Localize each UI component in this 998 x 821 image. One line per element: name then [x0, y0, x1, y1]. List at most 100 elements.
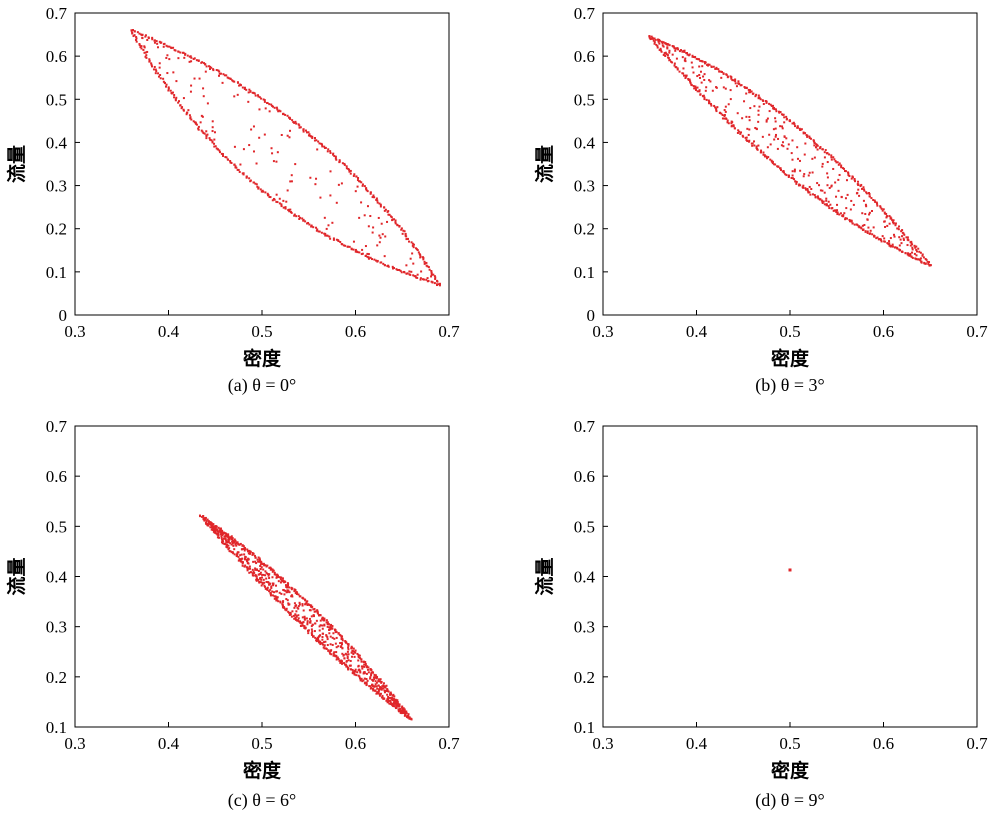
- upper-branch-point: [430, 272, 433, 275]
- scatter-point: [347, 659, 350, 662]
- lower-branch-point: [174, 99, 177, 102]
- lower-branch-point: [167, 89, 170, 92]
- lower-branch-point: [304, 220, 307, 223]
- scatter-point: [341, 652, 344, 655]
- lower-branch-point: [266, 588, 269, 591]
- scatter-point: [281, 601, 284, 604]
- scatter-point: [769, 143, 772, 146]
- upper-branch-point: [205, 520, 208, 523]
- lower-branch-point: [228, 550, 231, 553]
- upper-branch-point: [186, 54, 189, 57]
- upper-branch-point: [341, 162, 344, 165]
- lower-branch-point: [353, 673, 356, 676]
- scatter-point: [259, 568, 262, 571]
- lower-branch-point: [262, 190, 265, 193]
- scatter-point: [403, 712, 406, 715]
- scatter-point: [233, 95, 236, 98]
- scatter-point: [902, 238, 905, 241]
- scatter-point: [391, 697, 394, 700]
- scatter-point: [297, 614, 300, 617]
- upper-branch-point: [321, 145, 324, 148]
- scatter-point: [377, 680, 380, 683]
- scatter-point: [393, 698, 396, 701]
- scatter-point: [377, 216, 380, 219]
- upper-branch-point: [796, 126, 799, 129]
- upper-branch-point: [408, 240, 410, 243]
- upper-branch-point: [286, 114, 289, 117]
- upper-branch-point: [357, 177, 360, 180]
- scatter-point: [757, 97, 760, 100]
- scatter-point: [287, 602, 290, 605]
- scatter-point: [354, 670, 357, 673]
- lower-branch-point: [662, 53, 665, 56]
- lower-branch-point: [770, 160, 773, 163]
- scatter-point: [331, 643, 334, 646]
- scatter-point: [293, 602, 296, 605]
- scatter-point: [661, 44, 664, 47]
- lower-branch-point: [205, 135, 208, 138]
- lower-branch-point: [723, 117, 726, 120]
- lower-branch-point: [150, 62, 153, 65]
- lower-branch-point: [755, 145, 758, 148]
- lower-branch-point: [351, 672, 354, 675]
- upper-branch-point: [668, 44, 671, 47]
- scatter-point: [224, 542, 227, 545]
- lower-branch-point: [763, 154, 766, 157]
- upper-branch-point: [273, 106, 276, 109]
- scatter-point: [705, 86, 708, 89]
- scatter-point: [241, 557, 244, 560]
- lower-branch-point: [155, 70, 158, 73]
- scatter-point: [339, 642, 342, 645]
- upper-branch-point: [903, 233, 906, 236]
- lower-branch-point: [403, 270, 405, 273]
- chart-panel-b: 0.3 0.4 0.5 0.6 0.700.10.20.30.40.50.60.7密度流…: [533, 4, 988, 396]
- scatter-point: [188, 60, 191, 63]
- lower-branch-point: [806, 189, 809, 192]
- scatter-point: [352, 652, 355, 655]
- lower-branch-point: [886, 242, 889, 245]
- lower-branch-point: [383, 697, 386, 700]
- upper-branch-point: [438, 284, 441, 287]
- scatter-point: [361, 667, 364, 670]
- y-tick-label: 0.1: [574, 263, 595, 282]
- scatter-point: [280, 133, 283, 136]
- scatter-point: [255, 562, 258, 565]
- scatter-point: [366, 205, 369, 208]
- scatter-point: [807, 174, 810, 177]
- lower-branch-point: [210, 528, 213, 531]
- lower-branch-point: [708, 102, 711, 105]
- lower-branch-point: [225, 156, 228, 159]
- lower-branch-point: [252, 574, 255, 577]
- lower-branch-point: [214, 145, 217, 148]
- scatter-point: [258, 108, 261, 111]
- upper-branch-point: [828, 153, 831, 156]
- upper-branch-point: [223, 74, 226, 77]
- scatter-point: [668, 51, 671, 54]
- scatter-point: [412, 262, 415, 265]
- scatter-point: [302, 130, 305, 133]
- lower-branch-point: [226, 546, 229, 549]
- scatter-point: [377, 692, 380, 695]
- upper-branch-point: [430, 273, 433, 276]
- upper-branch-point: [229, 77, 232, 80]
- lower-branch-point: [295, 215, 298, 218]
- x-axis-label: 密度: [771, 759, 810, 782]
- upper-branch-point: [754, 95, 757, 98]
- y-tick-label: 0.6: [574, 47, 595, 66]
- scatter-point: [298, 601, 301, 604]
- lower-branch-point: [739, 132, 742, 135]
- lower-branch-point: [723, 115, 726, 118]
- lower-branch-point: [288, 611, 291, 614]
- scatter-point: [302, 609, 305, 612]
- scatter-point: [389, 701, 392, 704]
- scatter-point: [222, 537, 225, 540]
- lower-branch-point: [255, 578, 258, 581]
- panel-caption: (c) θ = 6°: [228, 790, 296, 811]
- lower-branch-point: [828, 207, 831, 210]
- lower-branch-point: [258, 581, 261, 584]
- lower-branch-point: [771, 160, 774, 163]
- scatter-point: [681, 50, 684, 53]
- scatter-point: [298, 603, 301, 606]
- scatter-point: [248, 565, 251, 568]
- upper-branch-point: [883, 212, 886, 215]
